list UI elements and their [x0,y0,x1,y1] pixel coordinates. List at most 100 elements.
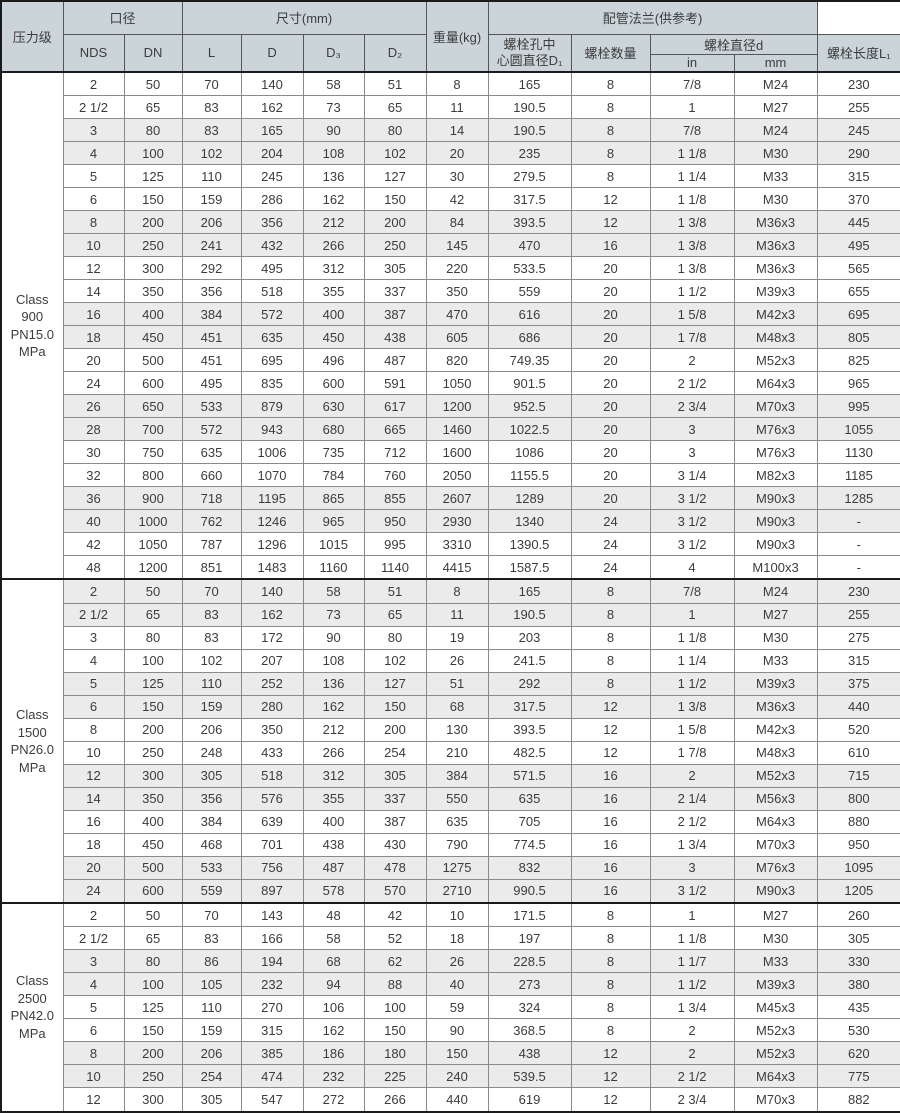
table-cell: 438 [363,325,427,350]
table-cell: 248 [181,740,242,765]
table-cell: 832 [487,855,572,880]
table-cell: 550 [425,786,489,811]
table-cell: 162 [302,187,365,212]
table-cell: 83 [181,95,242,120]
table-cell: 4 [62,648,125,673]
table-cell: 1 3/8 [649,210,735,235]
table-cell: 232 [240,972,304,997]
table-cell: 20 [570,417,651,442]
table-cell: 330 [816,949,900,974]
table-cell: 1296 [240,532,304,557]
table-cell: 438 [487,1041,572,1066]
table-cell: 292 [181,256,242,281]
table-cell: 400 [123,809,183,834]
table-row: 5 125 110 245 136 127 30 279.5 8 1 1/4 M33 315 [1,164,900,189]
table-cell: M39x3 [733,972,818,997]
table-cell: 150 [363,1018,427,1043]
table-cell: 100 [123,141,183,166]
table-cell: 8 [570,671,651,696]
table-cell: 80 [123,118,183,143]
table-cell: 820 [425,348,489,373]
table-cell: 162 [302,1018,365,1043]
table-cell: 750 [123,440,183,465]
table-cell: 110 [181,995,242,1020]
table-cell: 125 [123,671,183,696]
table-row: 3 80 86 194 68 62 26 228.5 8 1 1/7 M33 330 [1,949,900,974]
table-cell: 290 [816,141,900,166]
table-cell: 24 [62,878,125,904]
table-cell: M36x3 [733,210,818,235]
table-cell: 127 [363,164,427,189]
table-cell: 110 [181,164,242,189]
table-cell: 600 [123,371,183,396]
table-cell: 4 [62,141,125,166]
table-cell: M24 [733,118,818,143]
table-cell: 355 [302,279,365,304]
table-cell: 12 [570,210,651,235]
table-cell: 20 [570,394,651,419]
table-row: 12 300 305 518 312 305 384 571.5 16 2 M52x3 715 [1,763,900,788]
table-cell: 350 [240,717,304,742]
table-cell: 305 [816,926,900,951]
table-cell: 718 [181,486,242,511]
table-cell: 2 [62,578,125,604]
table-cell: 2 3/4 [649,394,735,419]
table-cell: M64x3 [733,371,818,396]
table-cell: 94 [302,972,365,997]
table-cell: 8 [570,141,651,166]
table-cell: 42 [363,901,427,928]
table-cell: 50 [123,901,183,928]
table-cell: M70x3 [733,1087,818,1113]
table-cell: 203 [487,625,572,650]
table-cell: M36x3 [733,256,818,281]
table-cell: 145 [425,233,489,258]
table-cell: 610 [816,740,900,765]
table-cell: 1015 [302,532,365,557]
table-cell: M52x3 [733,1018,818,1043]
table-cell: 900 [123,486,183,511]
table-cell: 36 [62,486,125,511]
table-cell: 605 [425,325,489,350]
table-cell: 1086 [487,440,572,465]
table-cell: 245 [816,118,900,143]
table-cell: 73 [302,95,365,120]
table-cell: 20 [570,279,651,304]
table-cell: 212 [302,717,365,742]
table-cell: 206 [181,1041,242,1066]
table-cell: 58 [302,71,365,97]
table-cell: 280 [240,694,304,719]
table-cell: M56x3 [733,786,818,811]
table-cell: 445 [816,210,900,235]
table-cell: 140 [240,71,304,97]
table-cell: 65 [123,95,183,120]
table-cell: 260 [816,901,900,928]
table-cell: 24 [62,371,125,396]
table-cell: 337 [363,786,427,811]
table-cell: 705 [487,809,572,834]
header-bolt-dia-in: in [649,53,735,73]
table-cell: 533.5 [487,256,572,281]
table-cell: 400 [302,809,365,834]
table-cell: 48 [302,901,365,928]
table-cell: 136 [302,164,365,189]
table-cell: 2607 [425,486,489,511]
table-cell: 172 [240,625,304,650]
table-row: Class 2500 PN42.0 MPa 2 50 70 143 48 42 10 171.5… [0,901,900,1113]
table-cell: 206 [181,717,242,742]
table-cell: 380 [816,972,900,997]
table-cell: 11 [425,602,489,627]
table-cell: 680 [302,417,365,442]
table-cell: 143 [240,901,304,928]
table-cell: 474 [240,1064,304,1089]
table-cell: 2 [649,1041,735,1066]
table-cell: 83 [181,926,242,951]
table-cell: 100 [123,648,183,673]
table-cell: 356 [181,786,242,811]
table-cell: 90 [302,118,365,143]
table-cell: 14 [62,786,125,811]
table-cell: 559 [487,279,572,304]
table-cell: 1022.5 [487,417,572,442]
table-cell: 8 [425,71,489,97]
table-cell: 12 [62,1087,125,1113]
